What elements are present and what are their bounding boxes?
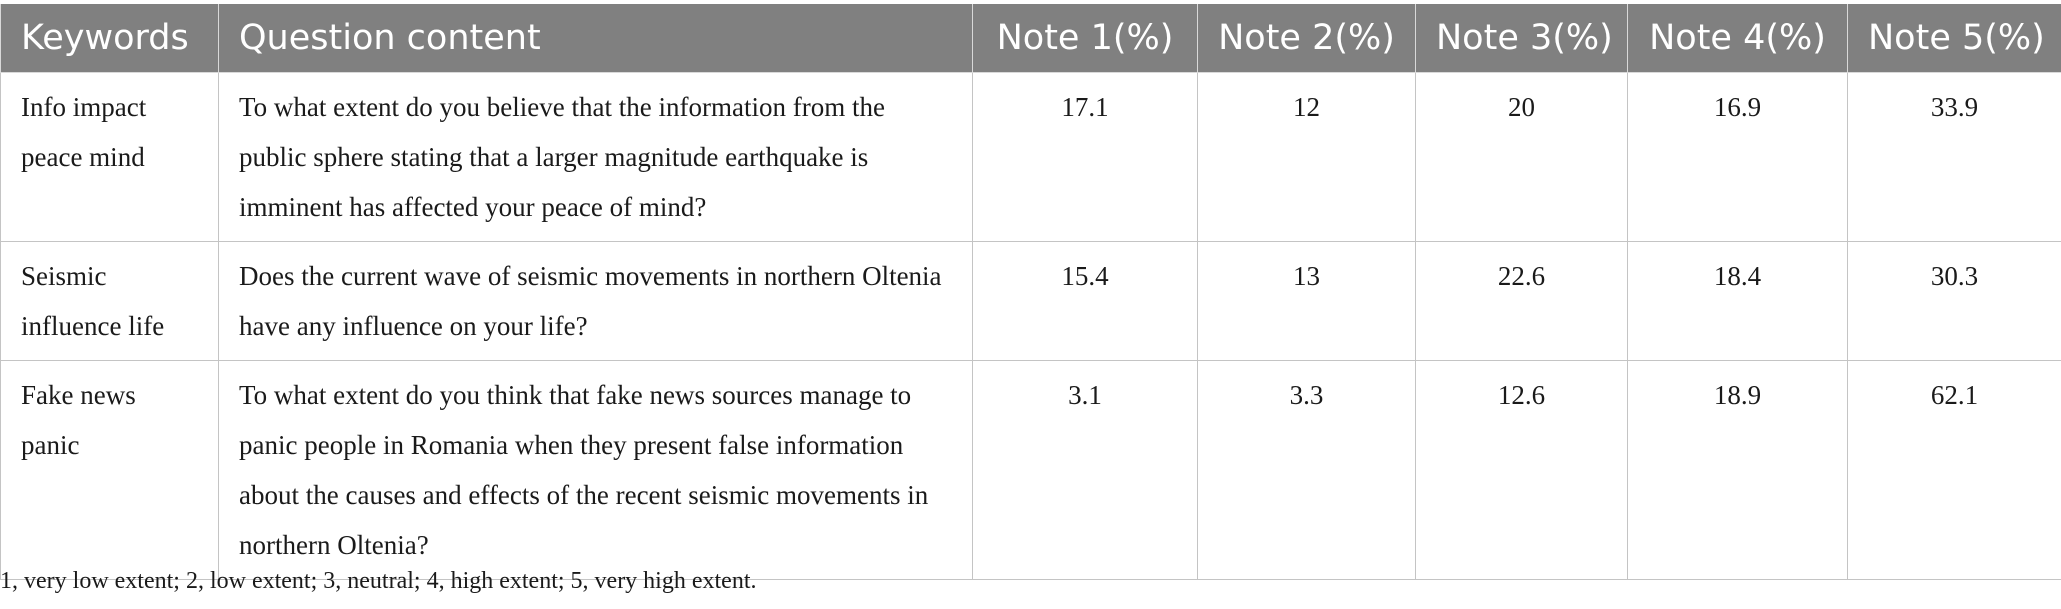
table-footnote: 1, very low extent; 2, low extent; 3, ne… — [0, 568, 757, 594]
note-1-cell: 3.1 — [972, 360, 1198, 580]
note-5-cell: 33.9 — [1847, 72, 2061, 242]
note-4-cell: 16.9 — [1627, 72, 1848, 242]
question-cell: To what extent do you believe that the i… — [218, 72, 973, 242]
note-3-cell: 22.6 — [1415, 241, 1628, 361]
note-3-cell: 12.6 — [1415, 360, 1628, 580]
header-question-content: Question content — [218, 4, 973, 73]
question-cell: Does the current wave of seismic movemen… — [218, 241, 973, 361]
survey-results-table: Keywords Question content Note 1(%) Note… — [0, 4, 2061, 580]
keyword-cell: Fake news panic — [0, 360, 219, 580]
note-2-cell: 13 — [1197, 241, 1416, 361]
header-note-1: Note 1(%) — [972, 4, 1198, 73]
table-row: Info impact peace mind To what extent do… — [0, 72, 2061, 242]
note-4-cell: 18.9 — [1627, 360, 1848, 580]
note-4-cell: 18.4 — [1627, 241, 1848, 361]
header-keywords: Keywords — [0, 4, 219, 73]
note-1-cell: 15.4 — [972, 241, 1198, 361]
note-1-cell: 17.1 — [972, 72, 1198, 242]
question-cell: To what extent do you think that fake ne… — [218, 360, 973, 580]
header-note-2: Note 2(%) — [1197, 4, 1416, 73]
note-2-cell: 12 — [1197, 72, 1416, 242]
note-5-cell: 30.3 — [1847, 241, 2061, 361]
table-row: Seismic influence life Does the current … — [0, 241, 2061, 361]
keyword-cell: Seismic influence life — [0, 241, 219, 361]
note-2-cell: 3.3 — [1197, 360, 1416, 580]
table-row: Fake news panic To what extent do you th… — [0, 360, 2061, 580]
header-note-4: Note 4(%) — [1627, 4, 1848, 73]
header-row: Keywords Question content Note 1(%) Note… — [0, 4, 2061, 73]
keyword-cell: Info impact peace mind — [0, 72, 219, 242]
header-note-3: Note 3(%) — [1415, 4, 1628, 73]
note-3-cell: 20 — [1415, 72, 1628, 242]
note-5-cell: 62.1 — [1847, 360, 2061, 580]
header-note-5: Note 5(%) — [1847, 4, 2061, 73]
